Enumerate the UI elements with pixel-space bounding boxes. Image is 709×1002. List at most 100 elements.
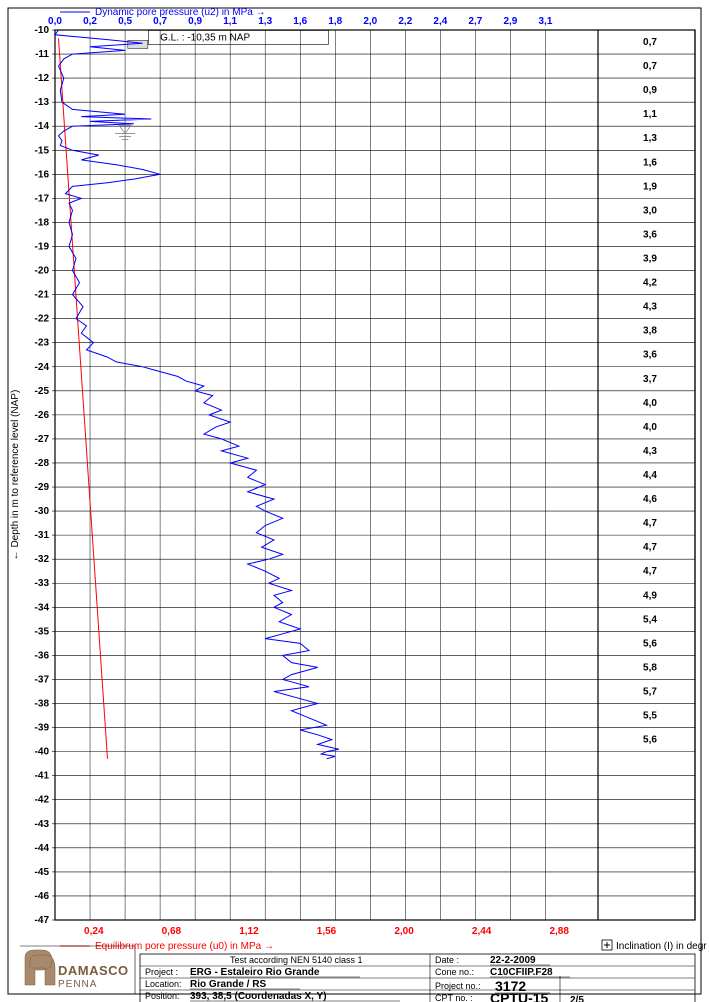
- date-lbl: Date :: [435, 955, 459, 965]
- inclination-value: 4,0: [643, 422, 657, 433]
- cpt-val: CPTU-15: [490, 990, 549, 1002]
- y-axis-tick: -44: [35, 843, 50, 854]
- bottom-axis-tick: 2,88: [549, 926, 569, 937]
- y-axis-tick: -35: [35, 626, 50, 637]
- bottom-axis-title: Equilibrum pore pressure (u0) in MPa →: [95, 941, 274, 952]
- top-axis-tick: 1,8: [328, 16, 342, 27]
- inclination-value: 3,6: [643, 229, 657, 240]
- inclination-value: 1,9: [643, 181, 657, 192]
- bottom-axis-tick: 2,00: [394, 926, 414, 937]
- inclination-value: 1,6: [643, 157, 657, 168]
- logo: [25, 950, 55, 985]
- logo-brand: DAMASCO: [58, 963, 129, 978]
- y-axis-tick: -26: [35, 410, 50, 421]
- inclination-value: 1,1: [643, 109, 657, 120]
- y-axis-tick: -29: [35, 482, 50, 493]
- inclination-value: 5,4: [643, 614, 657, 625]
- bottom-axis-tick: 2,44: [472, 926, 492, 937]
- bottom-axis-tick: 1,12: [239, 926, 259, 937]
- y-axis-tick: -39: [35, 723, 50, 734]
- y-axis-tick: -21: [35, 290, 50, 301]
- inclination-legend: Inclination (I) in degr: [616, 941, 707, 952]
- y-axis-tick: -46: [35, 891, 50, 902]
- y-axis-tick: -11: [35, 49, 49, 60]
- y-axis-tick: -12: [35, 73, 50, 84]
- y-axis-tick: -47: [35, 915, 50, 926]
- top-axis-tick: 2,0: [363, 16, 377, 27]
- inclination-value: 4,2: [643, 278, 657, 289]
- top-axis-title: Dynamic pore pressure (u2) in MPa →: [95, 7, 266, 18]
- y-axis-tick: -36: [35, 650, 50, 661]
- top-axis-tick: 2,4: [433, 16, 447, 27]
- y-axis-tick: -22: [35, 314, 50, 325]
- y-axis-tick: -20: [35, 266, 50, 277]
- y-axis-tick: -30: [35, 506, 50, 517]
- inclination-value: 0,7: [643, 37, 657, 48]
- y-axis-tick: -34: [35, 602, 50, 613]
- y-axis-tick: -41: [35, 771, 50, 782]
- logo-sub: PENNA: [58, 979, 97, 990]
- y-axis-tick: -25: [35, 386, 50, 397]
- cone-lbl: Cone no.:: [435, 967, 474, 977]
- inclination-value: 4,7: [643, 518, 657, 529]
- y-axis-tick: -43: [35, 819, 50, 830]
- inclination-value: 0,7: [643, 61, 657, 72]
- project-val: ERG - Estaleiro Rio Grande: [190, 967, 320, 978]
- inclination-value: 5,7: [643, 686, 657, 697]
- y-axis-tick: -31: [35, 530, 50, 541]
- inclination-value: 4,7: [643, 542, 657, 553]
- y-axis-tick: -33: [35, 578, 50, 589]
- inclination-value: 1,3: [643, 133, 657, 144]
- y-axis-tick: -42: [35, 795, 50, 806]
- y-axis-tick: -18: [35, 217, 50, 228]
- cone-val: C10CFIIP.F28: [490, 967, 553, 978]
- bottom-axis-tick: 0,68: [162, 926, 182, 937]
- y-axis-tick: -32: [35, 554, 50, 565]
- top-axis-tick: 3,1: [538, 16, 552, 27]
- page: 2/5: [570, 995, 584, 1002]
- top-axis-tick: 0,0: [48, 16, 62, 27]
- inclination-value: 4,7: [643, 566, 657, 577]
- y-axis-tick: -37: [35, 674, 50, 685]
- inclination-value: 4,9: [643, 590, 657, 601]
- location-lbl: Location:: [145, 979, 182, 989]
- inclination-value: 5,6: [643, 638, 657, 649]
- gl-note: G.L. : -10,35 m NAP: [160, 32, 250, 43]
- inclination-value: 4,6: [643, 494, 657, 505]
- inclination-value: 4,3: [643, 446, 657, 457]
- inclination-value: 5,5: [643, 711, 657, 722]
- y-axis-title: ← Depth in m to reference level (NAP): [10, 390, 21, 561]
- cpt-lbl: CPT no. :: [435, 993, 473, 1002]
- y-axis-tick: -28: [35, 458, 50, 469]
- cpt-chart: 0,00,20,50,70,91,11,31,61,82,02,22,42,72…: [0, 0, 709, 1002]
- y-axis-tick: -24: [35, 362, 50, 373]
- date-val: 22-2-2009: [490, 955, 536, 966]
- y-axis-tick: -15: [35, 145, 50, 156]
- project-lbl: Project :: [145, 967, 178, 977]
- y-axis-tick: -40: [35, 747, 50, 758]
- position-val: 393, 38,5 (Coordenadas X, Y): [190, 991, 327, 1002]
- y-axis-tick: -13: [35, 97, 50, 108]
- y-axis-tick: -45: [35, 867, 50, 878]
- inclination-value: 0,9: [643, 85, 657, 96]
- y-axis-tick: -17: [35, 193, 50, 204]
- y-axis-tick: -16: [35, 169, 50, 180]
- y-axis-tick: -14: [35, 121, 50, 132]
- inclination-value: 4,0: [643, 398, 657, 409]
- top-axis-tick: 2,9: [503, 16, 517, 27]
- inclination-value: 3,8: [643, 326, 657, 337]
- location-val: Rio Grande / RS: [190, 979, 266, 990]
- y-axis-tick: -38: [35, 699, 50, 710]
- top-axis-tick: 2,2: [398, 16, 412, 27]
- bottom-axis-tick: 1,56: [317, 926, 337, 937]
- top-axis-tick: 2,7: [468, 16, 482, 27]
- inclination-value: 4,3: [643, 302, 657, 313]
- y-axis-tick: -19: [35, 241, 50, 252]
- inclination-value: 3,9: [643, 254, 657, 265]
- bottom-axis-tick: 0,24: [84, 926, 104, 937]
- inclination-value: 3,6: [643, 350, 657, 361]
- top-axis-tick: 1,6: [293, 16, 307, 27]
- inclination-value: 5,8: [643, 662, 657, 673]
- inclination-value: 4,4: [643, 470, 657, 481]
- projno-lbl: Project no.:: [435, 981, 481, 991]
